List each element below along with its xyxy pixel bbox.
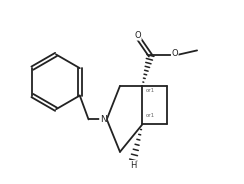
Text: O: O (172, 49, 178, 58)
Text: or1: or1 (146, 89, 155, 93)
Text: N: N (100, 115, 106, 124)
Text: or1: or1 (146, 113, 155, 118)
Text: O: O (134, 31, 141, 40)
Text: H: H (130, 161, 136, 169)
